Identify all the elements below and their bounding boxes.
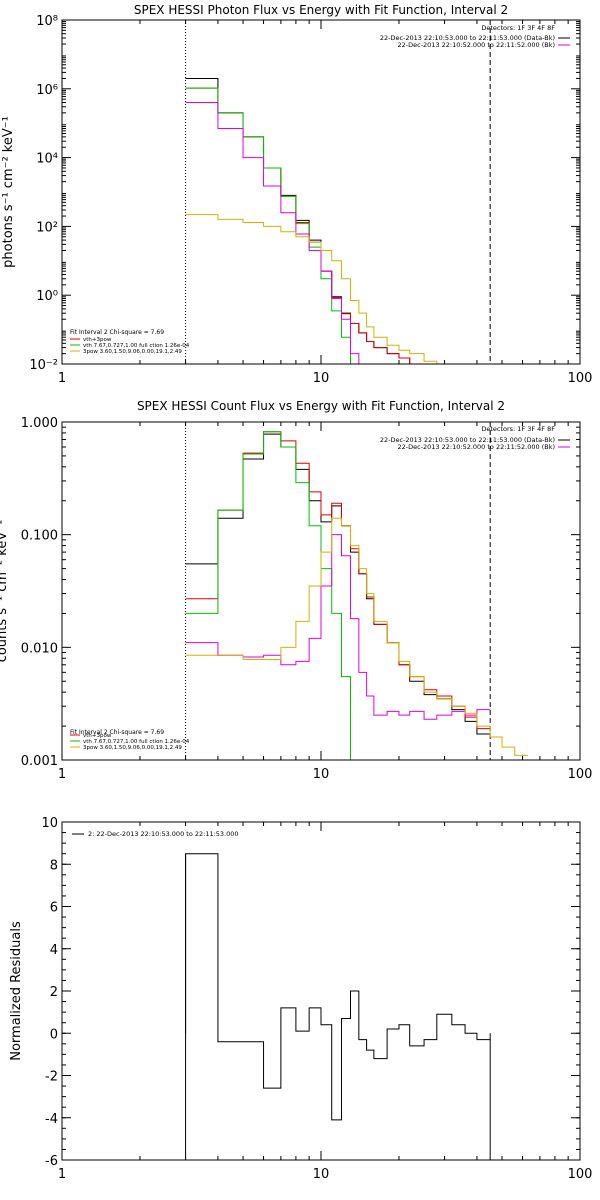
residuals-plot: 1 10 100 -6 -4 -2 0 2 4 6 8 10 — [41, 816, 592, 1182]
y-tick-label: 8 — [50, 858, 58, 873]
residuals-ylabel: Normalized Residuals — [9, 921, 24, 1061]
residuals-legend: 2: 22-Dec-2013 22:10:53.000 to 22:11:53.… — [72, 830, 239, 838]
photon-flux-panel: SPEX HESSI Photon Flux vs Energy with Fi… — [1, 3, 592, 386]
histogram-series-0 — [185, 433, 491, 735]
histogram-series-2 — [185, 87, 360, 364]
y-tick-label: -2 — [45, 1070, 58, 1085]
y-tick-label: 0.001 — [21, 754, 58, 769]
fit-legend-label: 3pow 3.60,1.50,9.06,0.00,19.1,2.49 — [83, 349, 182, 355]
y-tick-label: 4 — [50, 943, 58, 958]
x-tick-label: 1 — [58, 371, 66, 386]
fit-legend-label: vth 7.67,0.727,1.00 full ction 1.26e-04 — [83, 343, 190, 349]
series-group — [185, 77, 438, 364]
histogram-series-3 — [185, 534, 491, 720]
legend-entry-label: 22-Dec-2013 22:10:53.000 to 22:11:53.000… — [380, 436, 555, 444]
y-tick-label: 6 — [50, 901, 58, 916]
y-tick-label: 10 — [41, 816, 58, 831]
photon-flux-fit-header: Fit Interval 2 Chi-square = 7.69 — [70, 329, 164, 336]
count-flux-legend-header: Detectors: 1F 3F 4F 8F — [481, 425, 555, 433]
residuals-panel: Normalized Residuals 2: 22-Dec-2013 22:1… — [9, 816, 592, 1182]
fit-legend-label: vth+3pow — [83, 733, 112, 739]
x-tick-label: 100 — [568, 371, 593, 386]
x-tick-label: 10 — [313, 371, 330, 386]
fit-legend-label: vth+3pow — [83, 337, 112, 343]
photon-flux-plot: 1 10 100 10⁻² 10⁰ 10² 10⁴ 10⁶ 10⁸ — [29, 14, 592, 386]
y-tick-label: 10⁰ — [36, 289, 58, 304]
y-tick-label: 0.010 — [21, 641, 58, 656]
count-flux-plot: 1 10 100 0.001 0.010 0.100 1.000 — [21, 416, 593, 782]
photon-flux-legend-top-right: 22-Dec-2013 22:10:53.000 to 22:11:53.000… — [380, 34, 570, 49]
histogram-series-3 — [185, 101, 360, 364]
y-tick-label: 10⁸ — [36, 14, 58, 29]
x-tick-label: 100 — [568, 1167, 593, 1182]
y-tick-label: 2 — [50, 985, 58, 1000]
y-tick-label: 0 — [50, 1027, 58, 1042]
histogram-series-0 — [185, 853, 491, 1121]
count-flux-title: SPEX HESSI Count Flux vs Energy with Fit… — [137, 399, 505, 413]
histogram-series-1 — [185, 87, 425, 364]
y-tick-label: 10² — [36, 220, 58, 235]
x-tick-label: 100 — [568, 767, 593, 782]
count-flux-ylabel: counts s⁻¹ cm⁻² keV⁻¹ — [0, 520, 10, 663]
histogram-series-1 — [185, 431, 491, 730]
residual-legend-label: 2: 22-Dec-2013 22:10:53.000 to 22:11:53.… — [88, 830, 239, 838]
photon-flux-legend-header: Detectors: 1F 3F 4F 8F — [481, 24, 555, 32]
x-tick-label: 10 — [313, 767, 330, 782]
fit-legend-label: vth 7.67,0.727,1.00 full ction 1.26e-04 — [83, 739, 190, 745]
legend-entry-label: 22-Dec-2013 22:10:53.000 to 22:11:53.000… — [380, 34, 555, 42]
histogram-series-4 — [185, 517, 529, 756]
y-tick-label: 10⁻² — [29, 358, 58, 373]
series-group — [185, 431, 529, 760]
y-tick-label: -6 — [45, 1154, 58, 1169]
photon-flux-title: SPEX HESSI Photon Flux vs Energy with Fi… — [134, 3, 508, 17]
y-tick-label: 10⁴ — [36, 152, 58, 167]
count-flux-panel: SPEX HESSI Count Flux vs Energy with Fit… — [0, 399, 592, 782]
histogram-series-4 — [185, 214, 438, 364]
y-tick-label: 0.100 — [21, 529, 58, 544]
plot-frame — [61, 821, 581, 1161]
histogram-series-0 — [185, 77, 425, 364]
y-tick-label: 10⁶ — [36, 83, 58, 98]
series-group — [185, 853, 491, 1160]
fit-legend-label: 3pow 3.60,1.50,9.06,0.00,19.1,2.49 — [83, 745, 182, 751]
histogram-series-2 — [185, 431, 367, 760]
x-tick-label: 10 — [313, 1167, 330, 1182]
y-tick-label: -4 — [45, 1112, 58, 1127]
count-flux-fit-header: Fit Interval 2 Chi-square = 7.69 — [70, 729, 164, 736]
plot-frame — [61, 19, 581, 365]
y-tick-label: 1.000 — [21, 416, 58, 431]
x-tick-label: 1 — [58, 1167, 66, 1182]
count-flux-legend-top-right: 22-Dec-2013 22:10:53.000 to 22:11:53.000… — [380, 436, 570, 451]
x-tick-label: 1 — [58, 767, 66, 782]
legend-entry-label: 22-Dec-2013 22:10:52.000 to 22:11:52.000… — [398, 41, 556, 49]
photon-flux-ylabel: photons s⁻¹ cm⁻² keV⁻¹ — [1, 116, 16, 268]
legend-entry-label: 22-Dec-2013 22:10:52.000 to 22:11:52.000… — [398, 443, 556, 451]
